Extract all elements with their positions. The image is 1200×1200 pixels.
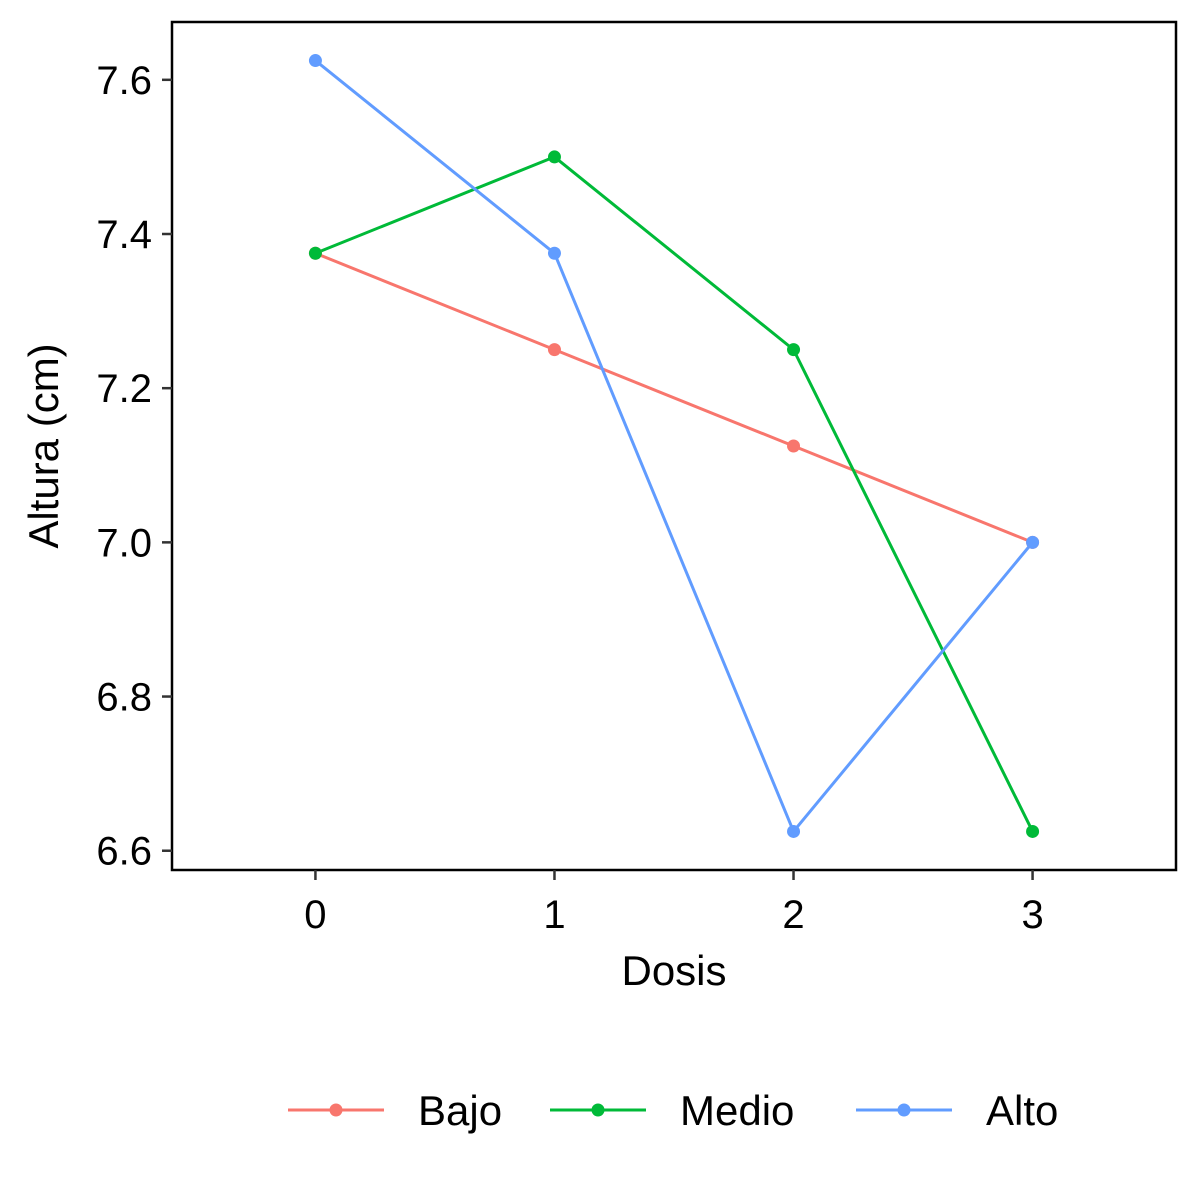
data-point-medio	[787, 343, 801, 357]
legend-item-bajo: Bajo	[288, 1087, 502, 1134]
series-line-bajo	[314, 251, 1034, 544]
legend-key-point-alto	[897, 1103, 911, 1117]
x-axis: 0 1 2 3	[304, 870, 1044, 937]
y-axis: 6.6 6.8 7.0 7.2 7.4 7.6	[96, 59, 172, 874]
legend-label-alto: Alto	[986, 1087, 1058, 1134]
y-tick-label: 7.0	[96, 521, 152, 565]
data-point-medio	[1026, 824, 1040, 838]
y-axis-title: Altura (cm)	[20, 343, 67, 548]
data-point-bajo	[787, 439, 801, 453]
x-tick-label: 1	[543, 893, 565, 937]
y-tick-label: 6.8	[96, 676, 152, 720]
y-tick-label: 7.2	[96, 367, 152, 411]
legend: Bajo Medio Alto	[288, 1087, 1058, 1134]
legend-item-medio: Medio	[550, 1087, 794, 1134]
y-tick-label: 7.6	[96, 59, 152, 103]
x-tick-label: 3	[1021, 893, 1043, 937]
data-point-alto	[1026, 535, 1040, 549]
legend-item-alto: Alto	[856, 1087, 1058, 1134]
series-line-alto	[314, 59, 1034, 833]
legend-label-medio: Medio	[680, 1087, 794, 1134]
data-point-bajo	[547, 343, 561, 357]
x-tick-label: 2	[782, 893, 804, 937]
legend-label-bajo: Bajo	[418, 1087, 502, 1134]
x-axis-title: Dosis	[621, 947, 726, 994]
y-tick-label: 6.6	[96, 830, 152, 874]
x-tick-label: 0	[304, 893, 326, 937]
data-point-medio	[547, 150, 561, 164]
legend-key-point-bajo	[329, 1103, 343, 1117]
legend-key-point-medio	[591, 1103, 605, 1117]
data-point-alto	[547, 246, 561, 260]
series-line-medio	[314, 155, 1034, 833]
data-point-medio	[308, 246, 322, 260]
data-point-alto	[787, 824, 801, 838]
y-tick-label: 7.4	[96, 213, 152, 257]
series-layer	[308, 54, 1040, 838]
plot-panel-border	[170, 20, 1178, 872]
data-point-alto	[308, 54, 322, 68]
